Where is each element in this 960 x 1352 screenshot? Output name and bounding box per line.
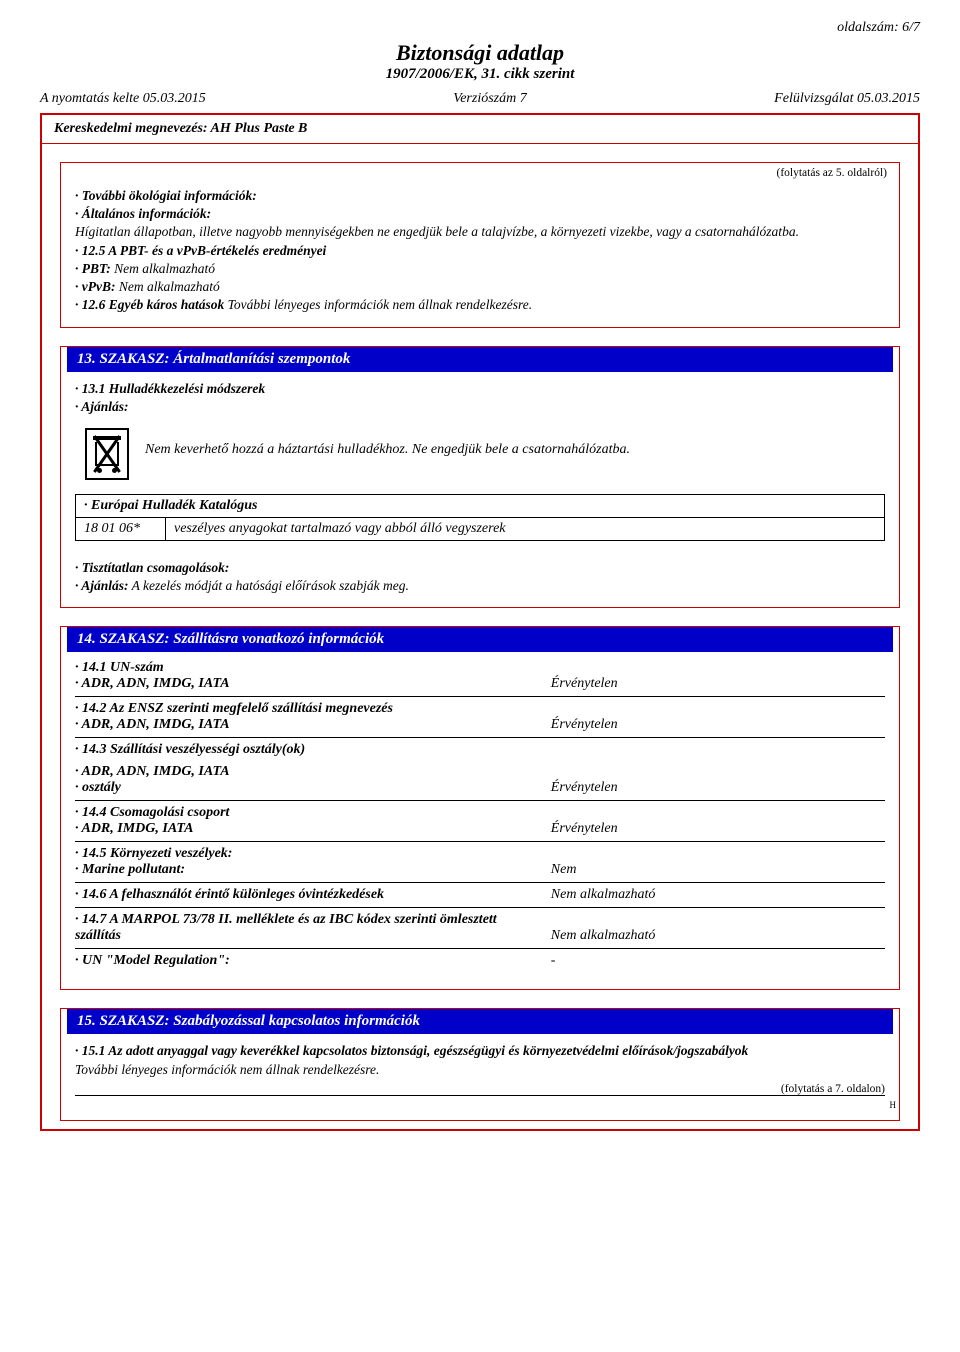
s14-marine-label: Marine pollutant: [75,862,539,878]
s14-class-label: osztály [75,780,539,796]
trade-name: Kereskedelmi megnevezés: AH Plus Paste B [42,121,918,144]
s14-marpol-heading: 14.7 A MARPOL 73/78 II. melléklete és az… [75,912,539,944]
s14-precautions-value: Nem alkalmazható [551,887,656,902]
s14-hazclass-value: Érvénytelen [551,780,618,796]
section-14-header: 14. SZAKASZ: Szállításra vonatkozó infor… [67,627,893,652]
s15-regs-heading: 15.1 Az adott anyaggal vagy keverékkel k… [75,1042,885,1060]
s14-hazclass-heading: 14.3 Szállítási veszélyességi osztály(ok… [75,742,539,758]
print-date: A nyomtatás kelte 05.03.2015 [40,91,206,107]
s12-pbt-heading: 12.5 A PBT- és a vPvB-értékelés eredmény… [75,242,885,260]
section-15-box: 15. SZAKASZ: Szabályozással kapcsolatos … [60,1008,900,1120]
continuation-from: (folytatás az 5. oldalról) [61,163,899,179]
s13-waste-text: Nem keverhető hozzá a háztartási hulladé… [145,428,630,458]
s14-precautions-heading: 14.6 A felhasználót érintő különleges óv… [75,887,539,903]
doc-meta-row: A nyomtatás kelte 05.03.2015 Verziószám … [40,91,920,107]
waste-catalog-heading: Európai Hulladék Katalógus [76,495,884,518]
page-frame: Kereskedelmi megnevezés: AH Plus Paste B… [40,113,920,1131]
waste-desc: veszélyes anyagokat tartalmazó vagy abbó… [166,518,884,540]
s13-packaging-label: Tisztítatlan csomagolások: [75,559,885,577]
s12-general-info-text: Hígitatlan állapotban, illetve nagyobb m… [75,223,885,241]
s13-packaging-rec-text: A kezelés módját a hatósági előírások sz… [129,578,409,593]
section-12-box: (folytatás az 5. oldalról) További ökoló… [60,162,900,328]
section-13-box: 13. SZAKASZ: Ártalmatlanítási szempontok… [60,346,900,609]
s12-vpvb-label: vPvB: [75,279,115,294]
s13-packaging-rec-label: Ajánlás: [75,578,129,593]
s14-env-heading: 14.5 Környezeti veszélyek: [75,846,539,862]
s13-recommendation-label: Ajánlás: [75,398,885,416]
doc-subtitle: 1907/2006/EK, 31. cikk szerint [40,66,920,83]
revision-date: Felülvizsgálat 05.03.2015 [774,91,920,107]
s14-hazclass-modes: ADR, ADN, IMDG, IATA [75,764,539,780]
doc-title: Biztonsági adatlap [40,40,920,66]
waste-catalog-table: Európai Hulladék Katalógus 18 01 06* ves… [75,494,885,541]
s14-model-reg-value: - [551,953,556,968]
s14-un-modes: ADR, ADN, IMDG, IATA [75,676,539,692]
s12-other-value: További lényeges információk nem állnak … [224,297,532,312]
s14-model-reg-label: UN "Model Regulation": [75,953,539,969]
s14-un-value: Érvénytelen [551,676,618,692]
s14-marine-value: Nem [551,862,577,878]
s14-un-heading: 14.1 UN-szám [75,660,539,676]
waste-code: 18 01 06* [76,518,166,540]
s14-name-value: Érvénytelen [551,717,618,733]
s14-name-heading: 14.2 Az ENSZ szerinti megfelelő szállítá… [75,701,539,717]
s12-pbt-label: PBT: [75,261,111,276]
s14-packgroup-modes: ADR, IMDG, IATA [75,821,539,837]
section-15-header: 15. SZAKASZ: Szabályozással kapcsolatos … [67,1009,893,1034]
s12-vpvb-value: Nem alkalmazható [115,279,219,294]
version-number: Verziószám 7 [453,91,527,107]
s14-name-modes: ADR, ADN, IMDG, IATA [75,717,539,733]
s15-regs-text: További lényeges információk nem állnak … [75,1061,885,1079]
s13-methods-heading: 13.1 Hulladékkezelési módszerek [75,380,885,398]
page-number: oldalszám: 6/7 [40,20,920,36]
s14-marpol-value: Nem alkalmazható [551,928,656,944]
crossed-bin-icon [85,428,129,480]
section-14-box: 14. SZAKASZ: Szállításra vonatkozó infor… [60,626,900,990]
s12-other-label: 12.6 Egyéb káros hatások [75,297,224,312]
footer-lang-mark: H [61,1100,899,1110]
s12-pbt-value: Nem alkalmazható [111,261,215,276]
section-13-header: 13. SZAKASZ: Ártalmatlanítási szempontok [67,347,893,372]
s12-general-info-label: Általános információk: [75,205,885,223]
s14-packgroup-value: Érvénytelen [551,821,618,837]
s12-eco-info-label: További ökológiai információk: [75,187,885,205]
continuation-next: (folytatás a 7. oldalon) [61,1081,899,1095]
s14-packgroup-heading: 14.4 Csomagolási csoport [75,805,539,821]
table-row: 18 01 06* veszélyes anyagokat tartalmazó… [76,518,884,540]
